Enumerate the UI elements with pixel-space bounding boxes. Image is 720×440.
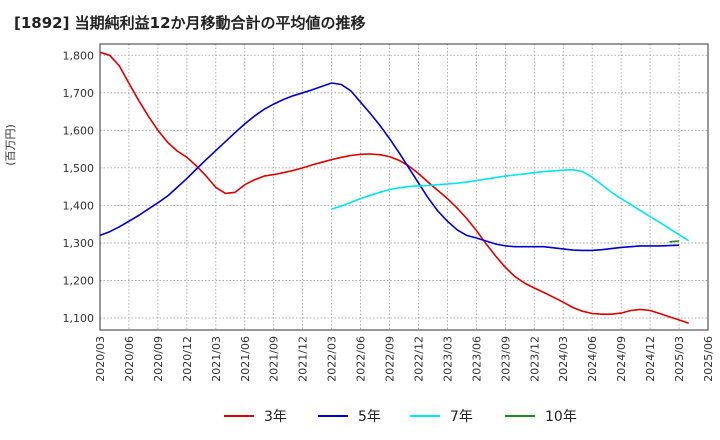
x-tick-label: 2020/06 bbox=[123, 336, 136, 382]
legend-item: 5年 bbox=[318, 404, 381, 428]
x-tick-label: 2024/06 bbox=[586, 336, 599, 382]
x-tick-label: 2022/03 bbox=[326, 336, 339, 382]
legend: 3年 5年 7年 10年 bbox=[0, 404, 720, 428]
y-tick-label: 1,400 bbox=[63, 199, 95, 212]
x-tick-label: 2021/09 bbox=[268, 336, 281, 382]
legend-label: 3年 bbox=[264, 409, 287, 425]
x-tick-label: 2023/06 bbox=[470, 336, 483, 382]
legend-item: 7年 bbox=[410, 404, 473, 428]
x-tick-label: 2022/09 bbox=[384, 336, 397, 382]
legend-swatch bbox=[505, 415, 535, 417]
y-tick-label: 1,100 bbox=[63, 312, 95, 325]
y-tick-label: 1,800 bbox=[63, 49, 95, 62]
legend-label: 7年 bbox=[450, 409, 473, 425]
x-tick-label: 2020/03 bbox=[94, 336, 107, 382]
y-tick-label: 1,600 bbox=[63, 124, 95, 137]
plot-area: 1,100 1,200 1,300 1,400 1,500 1,600 1,700 1,800… bbox=[63, 43, 715, 382]
y-tick-label: 1,500 bbox=[63, 162, 95, 175]
legend-label: 5年 bbox=[358, 409, 381, 425]
x-tick-label: 2024/03 bbox=[557, 336, 570, 382]
x-tick-label: 2024/09 bbox=[615, 336, 628, 382]
x-tick-label: 2025/03 bbox=[673, 336, 686, 382]
x-tick-label: 2020/09 bbox=[152, 336, 165, 382]
legend-label: 10年 bbox=[545, 409, 577, 425]
x-tick-label: 2025/06 bbox=[702, 336, 715, 382]
legend-swatch bbox=[224, 415, 254, 417]
series-line bbox=[99, 82, 680, 252]
legend-swatch bbox=[318, 415, 348, 417]
legend-item: 3年 bbox=[224, 404, 287, 428]
series-line bbox=[669, 240, 680, 243]
chart-title: [1892] 当期純利益12か月移動合計の平均値の推移 bbox=[14, 14, 366, 32]
y-tick-label: 1,200 bbox=[63, 274, 95, 287]
series-line bbox=[331, 168, 690, 242]
x-tick-label: 2023/12 bbox=[528, 336, 541, 382]
x-tick-label: 2020/12 bbox=[181, 336, 194, 382]
y-tick-label: 1,300 bbox=[63, 237, 95, 250]
x-tick-label: 2021/12 bbox=[297, 336, 310, 382]
x-tick-label: 2021/06 bbox=[239, 336, 252, 382]
legend-item: 10年 bbox=[505, 404, 577, 428]
x-tick-label: 2023/03 bbox=[441, 336, 454, 382]
legend-swatch bbox=[410, 415, 440, 417]
x-tick-label: 2022/06 bbox=[355, 336, 368, 382]
plot-frame bbox=[99, 43, 709, 331]
x-tick-label: 2022/12 bbox=[412, 336, 425, 382]
x-tick-label: 2024/12 bbox=[644, 336, 657, 382]
x-tick-label: 2023/09 bbox=[499, 336, 512, 382]
y-tick-label: 1,700 bbox=[63, 87, 95, 100]
x-tick-label: 2021/03 bbox=[210, 336, 223, 382]
